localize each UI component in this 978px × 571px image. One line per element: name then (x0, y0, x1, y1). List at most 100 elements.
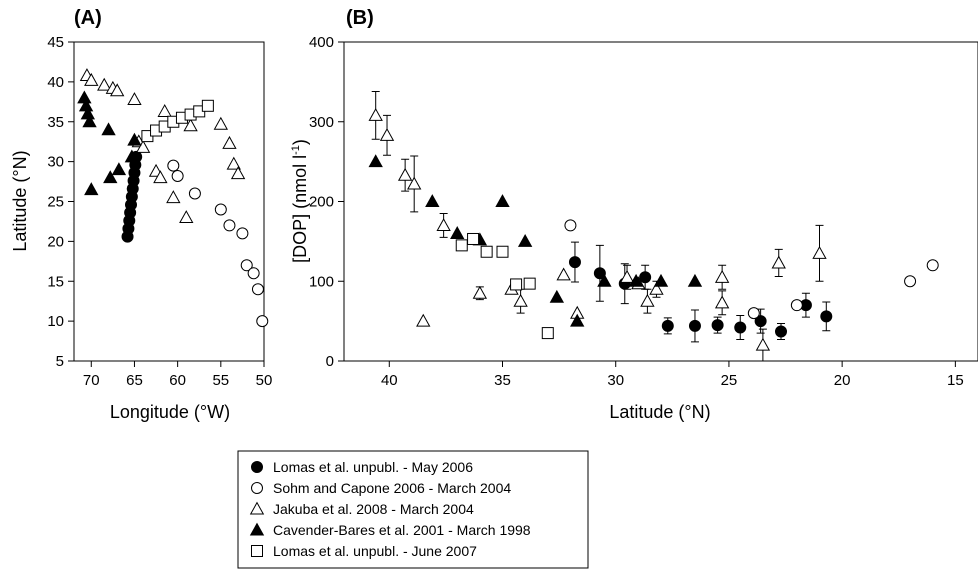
panel-b-point-s2 (790, 299, 803, 312)
panel-b-y-axis-title-main: [DOP] (nmol l (290, 155, 310, 263)
panel-a-y-axis-title: Latitude (°N) (10, 150, 30, 251)
panel-a-point-s5 (201, 99, 214, 112)
legend-marker-s5 (251, 545, 263, 557)
panel-a-point-s3 (84, 72, 99, 86)
panel-b-y-tick-label: 100 (309, 273, 334, 290)
panel-b-point-s2 (926, 259, 939, 272)
legend-label-s2: Sohm and Capone 2006 - March 2004 (273, 480, 511, 496)
panel-b-point-s3 (436, 218, 451, 231)
panel-b-point-s1 (661, 319, 674, 332)
panel-a-x-axis-title: Longitude (°W) (110, 402, 230, 422)
panel-b-y-axis-title-end: ) (290, 139, 310, 145)
panel-b-point-s3 (714, 295, 730, 309)
panel-a-y-tick-label: 25 (47, 194, 64, 211)
panel-b-point-s2 (747, 307, 760, 320)
panel-b-point-s5 (496, 245, 509, 258)
panel-b-point-s3 (397, 167, 413, 181)
panel-b-x-tick-label: 15 (947, 372, 964, 389)
panel-a-point-s3 (127, 92, 142, 105)
panel-b-label: (B) (346, 7, 374, 29)
panel-a-y-tick-label: 10 (47, 313, 64, 330)
panel-b-point-s3 (649, 281, 664, 295)
panel-b-x-axis-title: Latitude (°N) (609, 402, 710, 422)
panel-a-point-s3 (166, 190, 181, 204)
panel-a-point-s3 (153, 170, 168, 184)
panel-b-point-s4 (450, 226, 465, 239)
panel-b-x-tick-label: 25 (721, 372, 738, 389)
panel-b-x-tick-label: 40 (381, 372, 398, 389)
panel-b-point-s4 (628, 273, 644, 287)
panel-b-point-s3 (714, 269, 730, 283)
panel-b-point-s4 (687, 273, 703, 287)
panel-b-point-s4 (549, 289, 565, 303)
panel-a-point-s3 (179, 210, 194, 224)
panel-b-x-tick-label: 30 (607, 372, 624, 389)
panel-a-x-tick-label: 55 (212, 372, 229, 389)
panel-a-x-tick-label: 60 (169, 372, 186, 389)
panel-a-point-s3 (110, 83, 125, 97)
panel-a-point-s3 (97, 77, 112, 91)
panel-b-point-s1 (639, 271, 652, 284)
panel-a-y-tick-label: 45 (47, 34, 64, 51)
panel-a-point-s2 (223, 219, 236, 232)
panel-b-point-s3 (407, 176, 422, 190)
panel-a-point-s3 (226, 156, 241, 170)
legend-marker-s3 (249, 501, 265, 515)
panel-a-point-s2 (188, 187, 201, 200)
panel-a-point-s2 (256, 315, 269, 328)
panel-b-point-s4 (597, 273, 612, 287)
panel-a-point-s4 (127, 132, 142, 146)
panel-b-point-s5 (467, 232, 480, 245)
panel-b-point-s3 (755, 337, 771, 351)
panel-b-y-tick-label: 300 (309, 114, 334, 131)
panel-b-point-s5 (455, 239, 468, 252)
panel-b-y-tick-label: 200 (309, 194, 334, 211)
panel-a-label: (A) (74, 7, 102, 29)
panel-b-x-tick-label: 20 (834, 372, 851, 389)
legend: Lomas et al. unpubl. - May 2006 Sohm and … (237, 450, 589, 569)
panel-b-point-s3 (513, 293, 528, 307)
panel-a-y-tick-label: 15 (47, 273, 64, 290)
panel-b: (B) 40 35 30 25 20 15 0 100 200 300 400 Latitude (… (290, 7, 978, 422)
panel-b-y-axis-title: [DOP] (nmol l-1) (290, 139, 310, 263)
panel-b-point-s5 (523, 277, 536, 290)
panel-b-plot-frame (343, 41, 978, 362)
panel-a-point-s3 (230, 166, 246, 180)
panel-a-point-s2 (251, 283, 264, 296)
panel-b-point-s4 (570, 313, 585, 327)
panel-b-point-s1 (593, 267, 606, 280)
panel-a-point-s3 (213, 116, 228, 130)
panel-b-tick-labels: 40 35 30 25 20 15 0 100 200 300 400 (309, 34, 964, 389)
panel-a-tick-labels: 70 65 60 55 50 5 10 15 20 25 30 35 40 45 (47, 34, 272, 389)
panel-b-point-s3 (556, 267, 571, 281)
panel-b-point-s3 (472, 285, 488, 299)
panel-a: (A) 70 65 60 55 50 5 10 15 20 25 30 35 40 45 Longitud… (10, 7, 272, 422)
panel-b-point-s1 (711, 319, 724, 332)
panel-a-axes (68, 41, 265, 367)
legend-marker-s1 (251, 461, 263, 473)
panel-b-point-s1 (754, 315, 767, 328)
legend-label-s3: Jakuba et al. 2008 - March 2004 (273, 501, 474, 517)
panel-b-point-s4 (495, 194, 510, 208)
panel-a-y-tick-label: 40 (47, 74, 64, 91)
panel-b-point-s3 (368, 108, 383, 121)
panel-b-point-s4 (425, 194, 440, 208)
panel-a-x-tick-label: 50 (256, 372, 273, 389)
panel-b-point-s3 (379, 127, 395, 141)
panel-a-point-s2 (214, 203, 227, 216)
panel-b-point-s3 (812, 245, 827, 259)
panel-a-point-s4 (111, 162, 127, 176)
panel-b-point-s2 (564, 219, 577, 232)
panel-a-point-s4 (84, 182, 99, 196)
panel-a-point-s2 (247, 267, 260, 280)
panel-b-point-s2 (904, 275, 917, 288)
panel-a-x-tick-label: 65 (126, 372, 143, 389)
legend-label-s1: Lomas et al. unpubl. - May 2006 (273, 459, 473, 475)
panel-a-y-tick-label: 30 (47, 154, 64, 171)
legend-marker-s2 (251, 482, 263, 494)
panel-a-point-s2 (167, 159, 180, 172)
panel-a-point-s4 (103, 170, 118, 184)
panel-a-point-s4 (101, 122, 116, 136)
panel-a-point-s3 (222, 135, 237, 149)
panel-a-y-tick-label: 5 (56, 353, 64, 370)
